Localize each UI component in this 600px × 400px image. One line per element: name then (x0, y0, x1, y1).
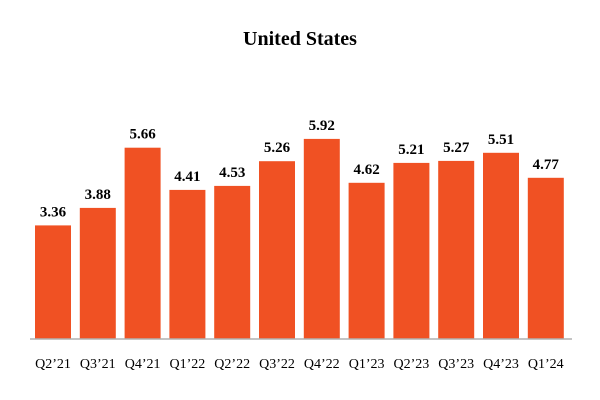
x-tick-label-3: Q1’22 (170, 357, 206, 372)
x-tick-label-11: Q1’24 (528, 357, 564, 372)
value-label-5: 5.26 (264, 140, 291, 156)
bar-9 (438, 160, 475, 339)
bar-1 (79, 207, 116, 339)
value-label-2: 5.66 (129, 127, 156, 143)
chart-title: United States (243, 28, 357, 50)
bar-0 (35, 225, 71, 339)
value-label-9: 5.27 (443, 140, 470, 156)
bar-2 (124, 147, 161, 339)
value-labels-group: 3.36 3.88 5.66 4.41 4.53 5.26 5.92 4.62 5.21 5.27… (40, 118, 560, 221)
value-label-7: 4.62 (353, 162, 379, 178)
x-tick-label-8: Q2’23 (394, 357, 430, 372)
bars-group (35, 138, 564, 339)
value-label-0: 3.36 (40, 204, 67, 220)
value-label-10: 5.51 (488, 132, 514, 148)
x-tick-label-4: Q2’22 (214, 357, 250, 372)
x-tick-label-5: Q3’22 (259, 357, 295, 372)
x-tick-label-0: Q2’21 (35, 357, 71, 372)
x-tick-label-1: Q3’21 (80, 357, 116, 372)
value-label-8: 5.21 (398, 142, 424, 158)
tick-labels-group: Q2’21 Q3’21 Q4’21 Q1’22 Q2’22 Q3’22 Q4’22 Q1’23… (35, 357, 564, 372)
value-label-6: 5.92 (309, 118, 335, 134)
bar-8 (393, 162, 430, 339)
value-label-3: 4.41 (174, 169, 200, 185)
x-tick-label-2: Q4’21 (125, 357, 161, 372)
value-label-1: 3.88 (85, 187, 111, 203)
bar-3 (169, 189, 206, 339)
x-tick-label-6: Q4’22 (304, 357, 340, 372)
x-tick-label-7: Q1’23 (349, 357, 385, 372)
value-label-11: 4.77 (533, 157, 560, 173)
bar-4 (214, 185, 251, 339)
bar-10 (483, 152, 519, 339)
x-tick-label-10: Q4’23 (483, 357, 519, 372)
bar-7 (348, 182, 385, 339)
bar-11 (527, 177, 564, 339)
bar-6 (303, 138, 340, 339)
value-label-4: 4.53 (219, 165, 245, 181)
x-tick-label-9: Q3’23 (438, 357, 474, 372)
bar-5 (259, 161, 295, 339)
